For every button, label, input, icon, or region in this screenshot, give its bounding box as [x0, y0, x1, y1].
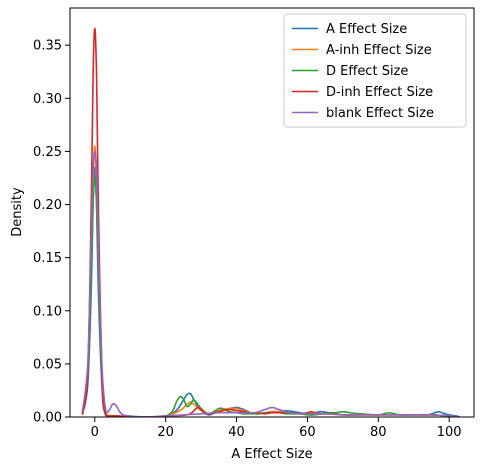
- y-tick-label: 0.35: [33, 39, 62, 54]
- y-tick-label: 0.00: [33, 411, 62, 426]
- x-axis: 0 20 40 60 80 100: [91, 417, 462, 440]
- y-tick-label: 0.05: [33, 357, 62, 372]
- y-tick-label: 0.10: [33, 304, 62, 319]
- y-tick-label: 0.15: [33, 251, 62, 266]
- legend-label: D-inh Effect Size: [326, 85, 433, 100]
- legend-box: [283, 13, 467, 128]
- plot-frame: [69, 7, 475, 418]
- series-line-4: [81, 150, 460, 417]
- legend: A Effect Size A-inh Effect Size D Effect S…: [283, 13, 467, 128]
- y-tick-label: 0.25: [33, 145, 62, 160]
- y-tick-label: 0.30: [33, 92, 62, 107]
- x-axis-label: A Effect Size: [231, 447, 312, 462]
- x-tick-label: 20: [157, 425, 174, 440]
- legend-label: D Effect Size: [326, 64, 408, 79]
- series-layer: [81, 27, 461, 417]
- x-tick-label: 0: [91, 425, 99, 440]
- legend-label: A-inh Effect Size: [326, 43, 432, 58]
- x-tick-label: 60: [299, 425, 316, 440]
- x-tick-label: 40: [228, 425, 245, 440]
- y-axis: 0.00 0.05 0.10 0.15 0.20 0.25 0.30 0.35: [33, 39, 70, 426]
- y-tick-label: 0.20: [33, 198, 62, 213]
- y-axis-label: Density: [10, 187, 25, 237]
- x-tick-label: 100: [437, 425, 462, 440]
- x-tick-label: 80: [370, 425, 387, 440]
- legend-label: A Effect Size: [326, 22, 407, 37]
- legend-label: blank Effect Size: [326, 106, 434, 121]
